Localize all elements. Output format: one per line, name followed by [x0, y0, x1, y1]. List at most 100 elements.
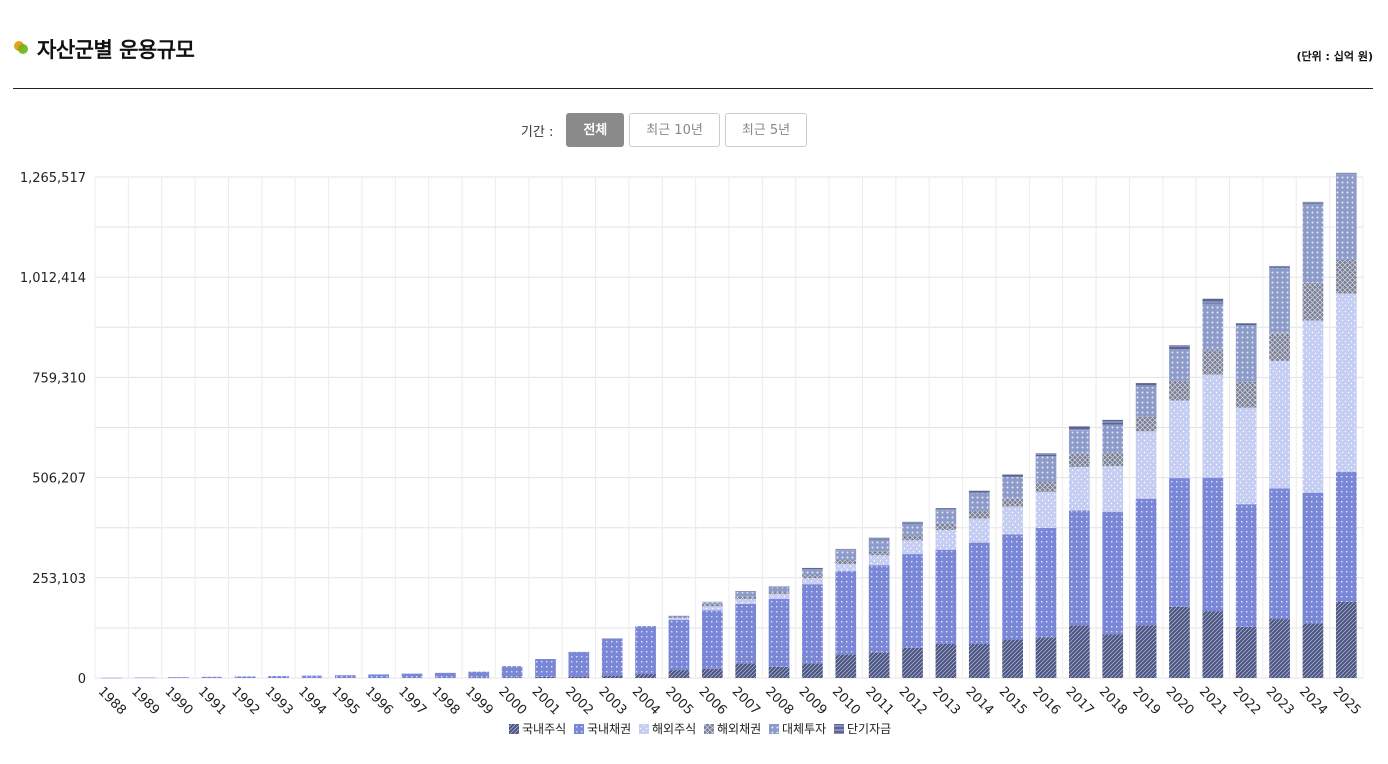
x-tick-label: 1994	[295, 684, 329, 718]
bar-domestic_equity-2006	[701, 668, 723, 678]
bar-alternatives-2011	[868, 539, 890, 552]
bar-foreign_bond-2020	[1169, 380, 1190, 401]
bar-stack-2024	[1302, 201, 1324, 678]
bar-domestic_bond-2007	[735, 603, 757, 664]
bar-domestic_bond-1995	[334, 675, 356, 678]
bar-short_term-2021	[1202, 298, 1224, 304]
x-tick-label: 1990	[162, 684, 196, 718]
bar-foreign_equity-2006	[701, 606, 723, 611]
bar-short_term-2010	[835, 548, 857, 551]
bar-domestic_bond-2022	[1235, 504, 1257, 627]
bar-alternatives-2007	[735, 592, 757, 597]
bar-domestic_bond-2018	[1102, 511, 1124, 635]
x-tick-label: 2009	[796, 684, 830, 718]
bar-domestic_equity-2001	[535, 676, 556, 678]
bar-short_term-2017	[1069, 426, 1090, 431]
bar-stack-2003	[601, 638, 623, 678]
bar-stack-2012	[902, 521, 923, 678]
bar-alternatives-2021	[1202, 303, 1224, 350]
y-tick-label: 0	[78, 672, 86, 687]
bar-alternatives-2018	[1102, 424, 1124, 453]
bar-domestic_equity-2018	[1102, 634, 1124, 678]
bar-stack-2006	[701, 601, 723, 678]
bar-stack-2023	[1269, 265, 1290, 678]
unit-note: (단위 : 십억 원)	[1296, 50, 1373, 63]
bar-short_term-2022	[1235, 323, 1257, 326]
bar-foreign_equity-2018	[1102, 466, 1124, 512]
bar-domestic_bond-2004	[635, 626, 656, 675]
period-button-all[interactable]: 전체	[566, 113, 625, 147]
bar-stack-2011	[868, 537, 890, 678]
legend-item-short_term: 단기자금	[834, 722, 891, 736]
bar-short_term-2012	[902, 521, 923, 524]
bar-stack-2001	[535, 658, 556, 678]
x-tick-label: 1995	[328, 684, 362, 718]
bar-foreign_bond-2022	[1235, 381, 1257, 408]
x-tick-label: 2008	[762, 684, 796, 718]
bar-short_term-2007	[735, 591, 757, 593]
bar-foreign_equity-2014	[968, 518, 990, 543]
bar-foreign_equity-2007	[735, 599, 757, 604]
bar-foreign_bond-2010	[835, 560, 857, 564]
bar-alternatives-2013	[935, 510, 957, 525]
x-tick-label: 1991	[195, 684, 229, 718]
bar-domestic_equity-2003	[601, 675, 623, 678]
bar-domestic_bond-1999	[468, 671, 490, 678]
bar-domestic_bond-1991	[201, 676, 223, 678]
period-button-10y[interactable]: 최근 10년	[629, 113, 720, 147]
x-tick-label: 2002	[562, 684, 596, 718]
period-button-5y[interactable]: 최근 5년	[724, 113, 808, 147]
x-tick-label: 2010	[829, 684, 863, 718]
bar-alternatives-2023	[1269, 267, 1290, 334]
bar-stack-2010	[835, 548, 857, 678]
bar-short_term-2011	[868, 537, 890, 540]
bar-short_term-2009	[802, 567, 823, 570]
bar-foreign_equity-2012	[902, 540, 923, 555]
x-tick-label: 2025	[1329, 684, 1363, 718]
period-selector: 기간 : 전체 최근 10년 최근 5년	[0, 112, 1388, 148]
y-tick-label: 253,103	[32, 572, 86, 587]
bar-domestic_equity-2025	[1335, 601, 1357, 678]
bars-group	[101, 172, 1357, 679]
bar-alternatives-2022	[1235, 325, 1257, 382]
bar-foreign_equity-2016	[1035, 491, 1057, 528]
bar-foreign_bond-2013	[935, 524, 957, 530]
bar-domestic_bond-2009	[802, 584, 823, 664]
bar-stack-2008	[768, 586, 790, 678]
bar-short_term-2019	[1135, 383, 1157, 388]
x-tick-label: 2001	[529, 684, 563, 718]
bar-domestic_equity-2024	[1302, 623, 1324, 678]
bar-short_term-2018	[1102, 419, 1124, 425]
bar-foreign_equity-2017	[1069, 466, 1090, 511]
bar-stack-1992	[234, 676, 256, 678]
bar-stack-1996	[368, 674, 389, 678]
bar-domestic_bond-2015	[1002, 534, 1023, 640]
bar-domestic_equity-2023	[1269, 619, 1290, 678]
chart-header: 자산군별 운용규모 (단위 : 십억 원)	[13, 30, 1373, 89]
bar-alternatives-2017	[1069, 430, 1090, 454]
bar-domestic_equity-1999	[468, 677, 490, 679]
chart-legend: 국내주식 국내채권 해외주식 해외채권 대체투자 단기자금	[509, 722, 891, 736]
x-tick-label: 2004	[629, 684, 663, 718]
bar-stack-2021	[1202, 298, 1224, 678]
x-tick-label: 2023	[1263, 684, 1297, 718]
bar-foreign_bond-2021	[1202, 349, 1224, 375]
legend-swatch	[639, 724, 649, 734]
bar-domestic_bond-2011	[868, 565, 890, 653]
x-tick-label: 2005	[662, 684, 696, 718]
asset-allocation-chart: 0 253,103 506,207 759,310 1,012,414 1,265,517…	[20, 171, 1364, 736]
x-tick-label: 2012	[896, 684, 930, 718]
legend-swatch	[834, 724, 844, 734]
bar-domestic_equity-2009	[802, 663, 823, 678]
bar-foreign_equity-2013	[935, 529, 957, 550]
bar-domestic_equity-2015	[1002, 639, 1023, 678]
x-tick-label: 2013	[929, 684, 963, 718]
bar-domestic_equity-2005	[668, 670, 690, 678]
bar-domestic_bond-2024	[1302, 492, 1324, 624]
bar-foreign_bond-2016	[1035, 482, 1057, 492]
bar-alternatives-2024	[1302, 203, 1324, 283]
bar-stack-2013	[935, 508, 957, 678]
bar-domestic_bond-1996	[368, 674, 389, 678]
bar-foreign_bond-2019	[1135, 416, 1157, 432]
x-tick-label: 2007	[729, 684, 763, 718]
